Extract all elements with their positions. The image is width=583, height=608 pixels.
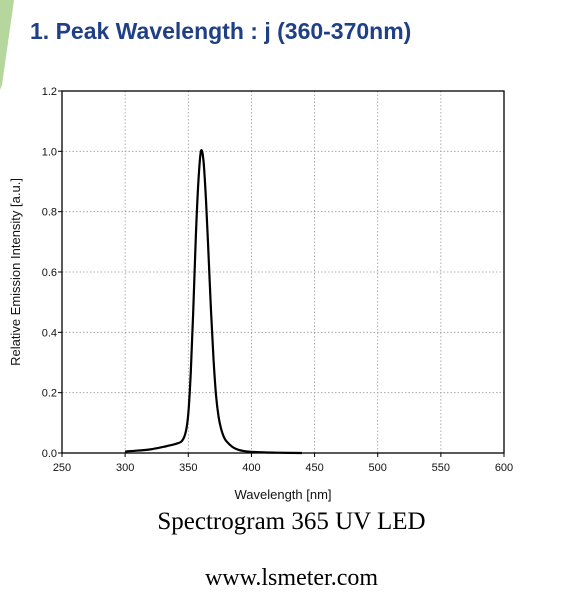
- y-axis-label: Relative Emission Intensity [a.u.]: [8, 178, 23, 366]
- y-tick-label: 1.0: [42, 146, 57, 158]
- y-tick-label: 0.8: [42, 207, 57, 219]
- website-url: www.lsmeter.com: [204, 565, 379, 591]
- corner-accent-decoration: [0, 0, 14, 90]
- x-tick-label: 450: [305, 462, 323, 474]
- spectrum-chart: 250 300 350 400 450 500 550 600 0.0 0.2 0.4 0.6 0.8 1…: [8, 86, 513, 502]
- y-tick-label: 0.6: [42, 267, 57, 279]
- x-tick-label: 400: [242, 462, 260, 474]
- x-tick-label: 300: [116, 462, 134, 474]
- grid-lines: [62, 91, 504, 453]
- page-title: 1. Peak Wavelength : j (360-370nm): [30, 18, 412, 44]
- x-axis-label: Wavelength [nm]: [234, 487, 331, 502]
- x-tick-label: 350: [179, 462, 197, 474]
- x-tick-label: 500: [369, 462, 387, 474]
- y-tick-label: 0.0: [42, 448, 57, 460]
- y-tick-label: 1.2: [42, 86, 57, 98]
- y-tick-label: 0.2: [42, 388, 57, 400]
- y-tick-label: 0.4: [42, 327, 57, 339]
- chart-caption: Spectrogram 365 UV LED: [157, 508, 426, 535]
- x-tick-label: 250: [53, 462, 71, 474]
- emission-curve: [125, 149, 302, 455]
- axis-ticks: 250 300 350 400 450 500 550 600 0.0 0.2 0.4 0.6 0.8 1…: [42, 86, 513, 474]
- x-tick-label: 550: [432, 462, 450, 474]
- x-tick-label: 600: [495, 462, 513, 474]
